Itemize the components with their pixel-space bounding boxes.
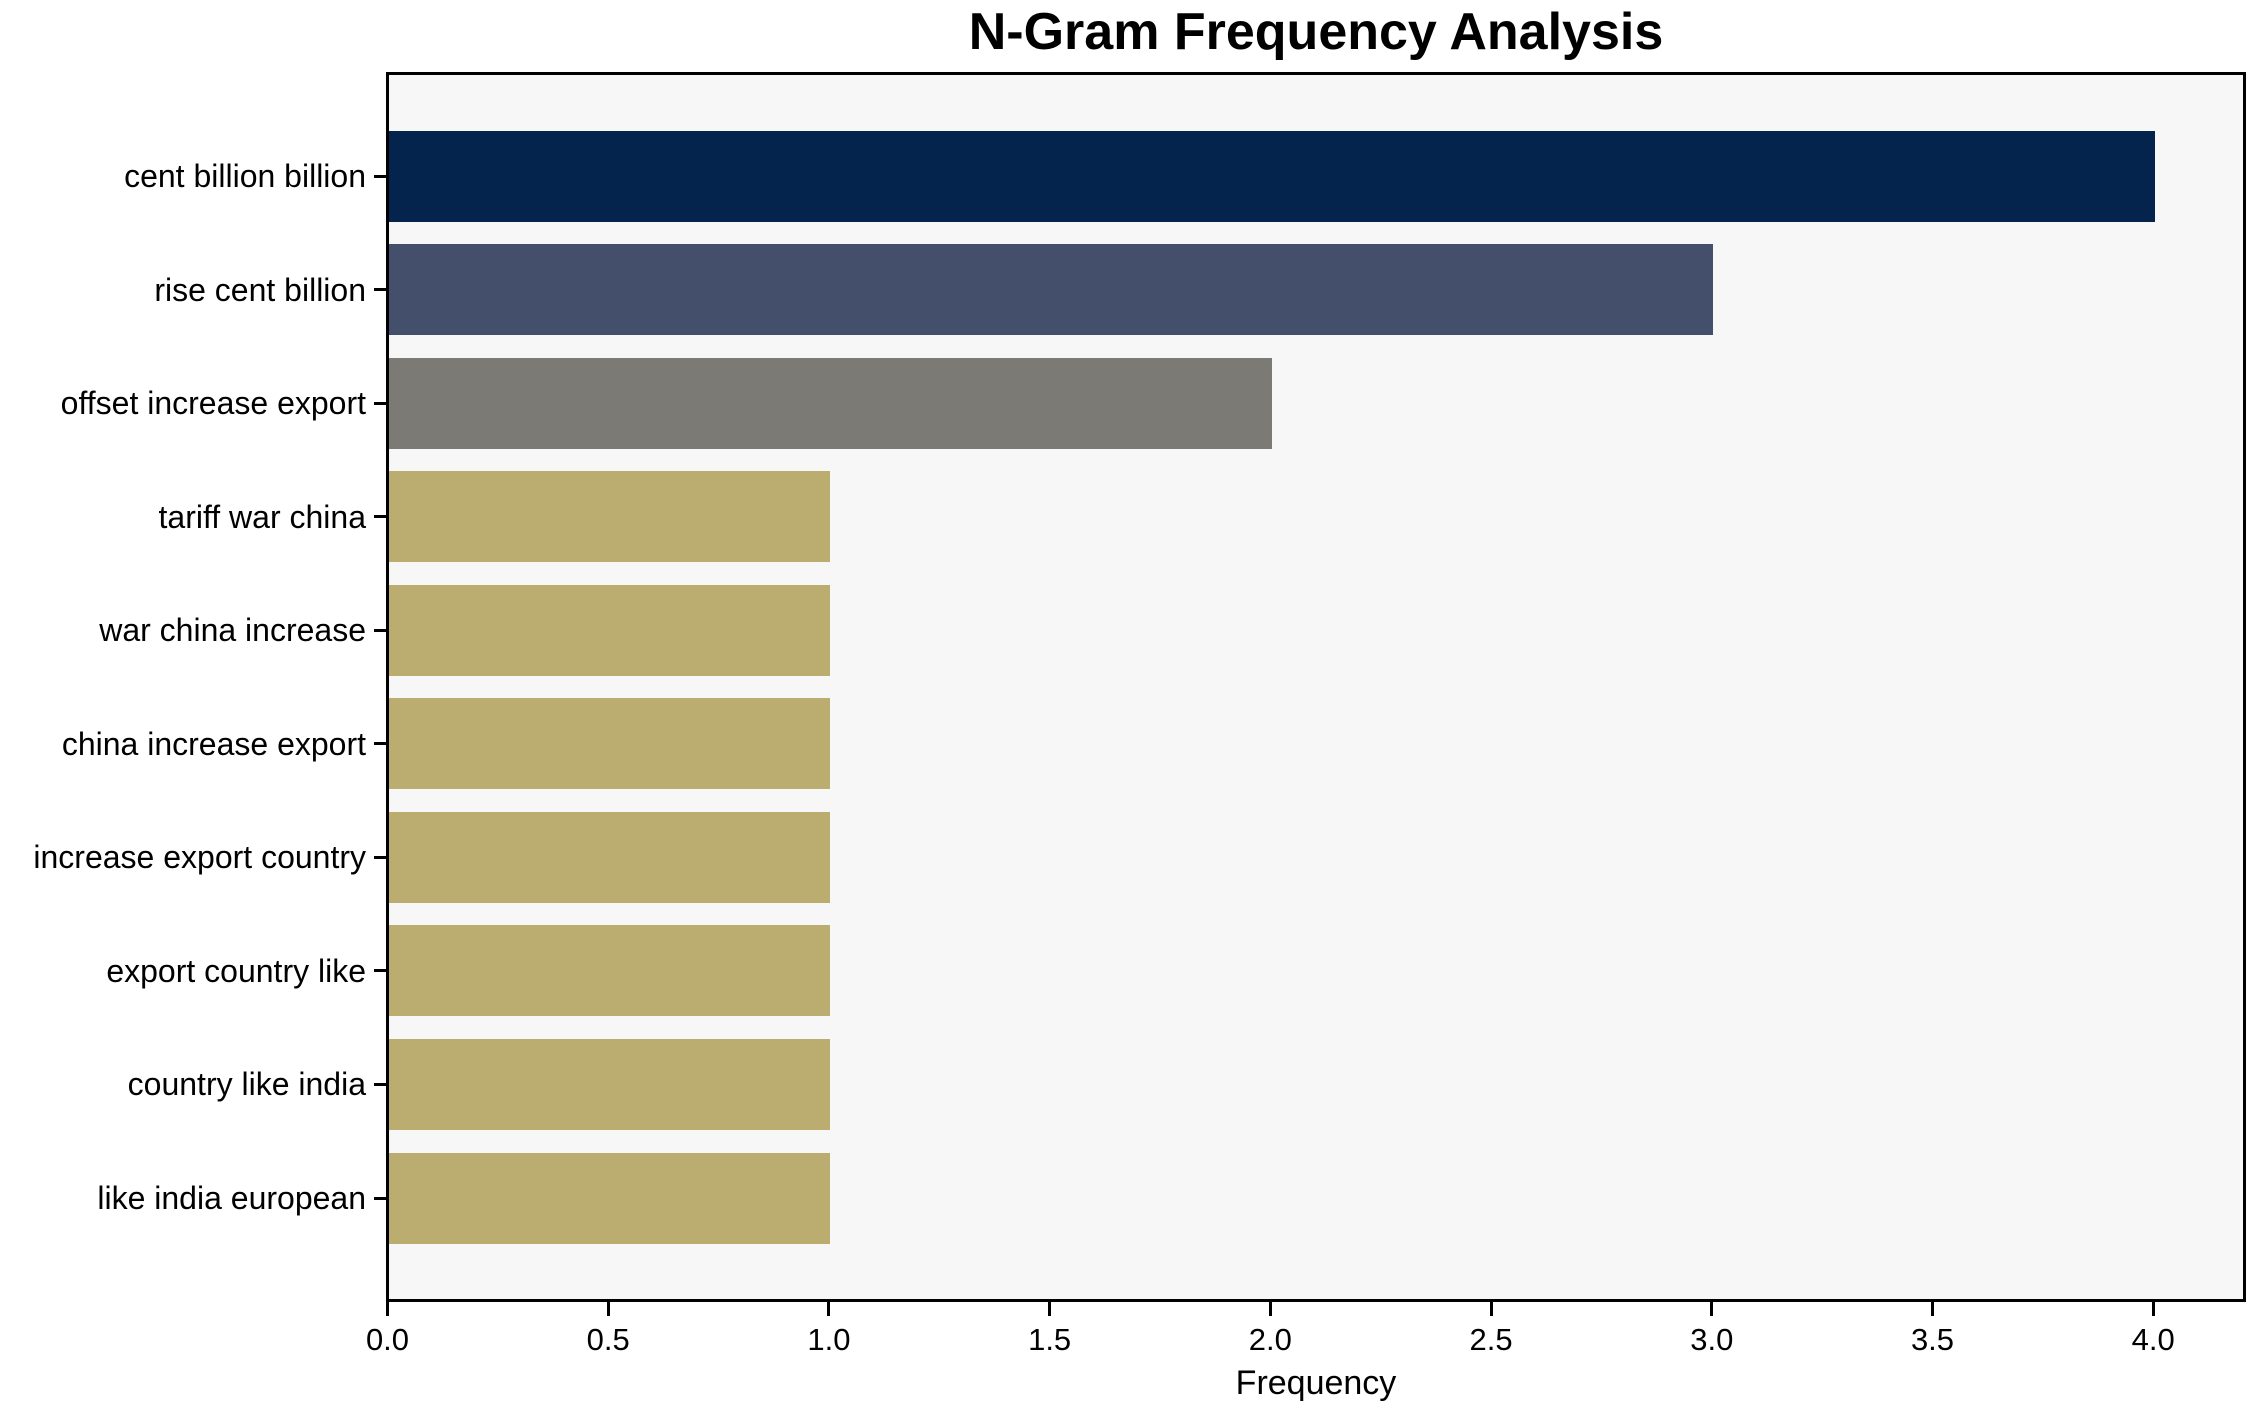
bar — [389, 1152, 831, 1244]
y-tick-mark — [374, 742, 386, 746]
x-tick-label: 1.0 — [807, 1322, 851, 1357]
x-tick-mark — [386, 1302, 389, 1316]
x-tick-mark — [1048, 1302, 1052, 1316]
x-tick-label: 4.0 — [2131, 1322, 2175, 1357]
y-tick-mark — [374, 855, 386, 859]
y-tick-mark — [374, 515, 386, 519]
bar — [389, 584, 831, 676]
x-tick-mark — [606, 1302, 610, 1316]
x-tick-mark — [1931, 1302, 1934, 1316]
bar — [389, 471, 831, 563]
y-tick-label: rise cent billion — [154, 271, 366, 308]
bar — [389, 698, 831, 790]
x-tick-label: 2.0 — [1248, 1322, 1292, 1357]
x-tick-mark — [1489, 1302, 1493, 1316]
x-tick-mark — [1268, 1302, 1272, 1316]
bar — [389, 1038, 831, 1130]
bar — [389, 811, 831, 903]
y-tick-mark — [374, 969, 386, 973]
x-tick-label: 3.0 — [1690, 1322, 1734, 1357]
plot-area — [386, 72, 2246, 1302]
y-tick-label: offset increase export — [60, 385, 366, 422]
y-tick-label: like india european — [97, 1180, 366, 1216]
y-tick-label: china increase export — [61, 725, 366, 762]
x-tick-label: 0.0 — [365, 1322, 410, 1357]
bar — [389, 925, 831, 1017]
y-tick-mark — [374, 401, 386, 405]
x-tick-mark — [2151, 1302, 2155, 1316]
chart-title: N-Gram Frequency Analysis — [968, 3, 1664, 61]
y-tick-label: export country like — [106, 952, 366, 989]
y-tick-mark — [374, 174, 386, 178]
bar — [389, 130, 2155, 222]
y-tick-mark — [374, 1196, 386, 1200]
y-tick-label: tariff war china — [158, 498, 367, 535]
x-tick-label: 0.5 — [586, 1322, 630, 1357]
x-tick-label: 1.5 — [1028, 1322, 1072, 1357]
bar — [389, 244, 1714, 336]
x-tick-mark — [1710, 1302, 1714, 1316]
y-tick-label: cent billion billion — [124, 158, 366, 194]
y-tick-mark — [374, 1082, 386, 1086]
x-axis-label: Frequency — [1235, 1364, 1397, 1402]
x-tick-mark — [827, 1302, 831, 1316]
x-tick-label: 2.5 — [1469, 1322, 1513, 1357]
y-tick-mark — [374, 628, 386, 632]
y-tick-label: country like india — [127, 1066, 366, 1103]
y-tick-mark — [374, 288, 386, 292]
y-tick-label: war china increase — [99, 612, 366, 649]
y-tick-label: increase export country — [33, 839, 366, 876]
bar — [389, 357, 1272, 449]
x-tick-label: 3.5 — [1910, 1322, 1955, 1357]
